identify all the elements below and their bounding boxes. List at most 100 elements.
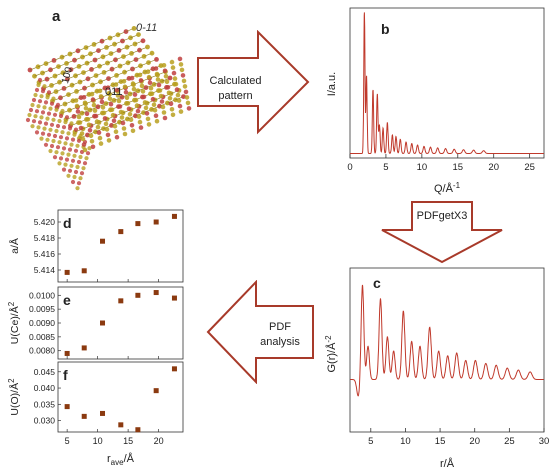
chart-f-point [100, 410, 106, 416]
chart-c-pair-distribution: 5 10 15 20 25 30 r/Å G(r)/Å-2 c [324, 267, 549, 470]
crystal-atom [82, 147, 88, 153]
crystal-atom [146, 122, 152, 127]
crystal-atom [84, 156, 89, 161]
crystal-atom [36, 104, 41, 109]
crystal-atom [177, 56, 183, 62]
crystal-atom [130, 81, 136, 86]
crystal-atom [25, 117, 31, 123]
crystal-atom [170, 65, 176, 70]
crystal-atom [81, 166, 86, 171]
crystal-atom [40, 89, 46, 94]
arrow-calculated-line2: pattern [218, 90, 253, 102]
crystal-atom [45, 137, 50, 142]
crystal-atom [60, 151, 65, 156]
crystal-atom [158, 93, 164, 99]
crystal-atom [98, 141, 104, 146]
crystal-atom [150, 96, 156, 102]
chart-c-ylabel: G(r)/Å-2 [324, 335, 338, 373]
crystal-atom [49, 122, 55, 127]
crystal-atom [55, 123, 61, 129]
chart-b-xtick-label: 10 [417, 162, 428, 173]
crystal-atom [34, 87, 40, 93]
crystal-atom [174, 87, 180, 92]
crystal-atom [33, 114, 38, 119]
crystal-atom [162, 68, 168, 74]
chart-b-xtick-label: 15 [452, 162, 463, 173]
crystal-atom [157, 88, 163, 93]
crystal-atom [138, 78, 144, 83]
crystal-atom [175, 92, 181, 98]
chart-d-ylabel: a/Å [8, 238, 21, 254]
chart-b-xlabel: Q/Å-1 [434, 181, 461, 195]
chart-d-lattice-parameter: 5.414 5.416 5.418 5.420 d a/Å [8, 209, 184, 283]
crystal-atom [77, 120, 83, 125]
crystal-atom [40, 131, 46, 136]
chart-c-xtick-label: 20 [469, 436, 480, 447]
chart-b-frame [349, 7, 545, 159]
crystal-structure-image [25, 26, 192, 191]
crystal-atom [70, 179, 76, 185]
crystal-atom [39, 115, 44, 120]
chart-f-xtick-label: 20 [154, 436, 164, 446]
chart-d-ytick-label: 5.418 [34, 233, 56, 243]
crystal-atom [117, 104, 123, 109]
crystal-atom [52, 133, 58, 139]
arrow-pdfgetx3-label: PDFgetX3 [416, 210, 468, 222]
crystal-atom [73, 148, 79, 153]
crystal-atom [74, 103, 80, 109]
crystal-atom [58, 135, 64, 140]
crystal-lattice [25, 26, 192, 191]
chart-d-point [64, 269, 70, 275]
crystal-atom [70, 158, 76, 163]
crystal-atom [138, 125, 144, 130]
crystal-atom [142, 100, 148, 105]
crystal-atom [161, 110, 167, 115]
chart-b-ylabel: I/a.u. [326, 72, 338, 96]
crystal-atom [92, 108, 98, 113]
chart-c-frame [349, 267, 545, 433]
crystal-atom [51, 138, 56, 144]
crystal-atom [36, 82, 41, 88]
chart-e-point [171, 295, 177, 301]
crystal-atom [140, 38, 146, 44]
crystal-atom [129, 75, 135, 81]
crystal-atom [66, 173, 71, 178]
crystal-atom [180, 73, 186, 78]
chart-f-ylabel: U(O)/Å2 [7, 378, 21, 416]
panel-a-letter: a [52, 8, 61, 25]
crystal-atom [181, 94, 186, 99]
crystal-atom [63, 120, 68, 125]
crystal-atom [181, 78, 187, 84]
crystal-atom [143, 105, 149, 111]
arrow-pdf-analysis-line1: PDF [269, 321, 291, 333]
arrow-pdf-analysis: PDF analysis [206, 279, 316, 385]
crystal-atom [33, 92, 38, 98]
panel-c-letter: c [373, 275, 381, 291]
crystal-atom [111, 118, 117, 123]
panel-d-letter: d [63, 215, 72, 231]
crystal-atom [113, 129, 119, 134]
crystal-atom [39, 136, 44, 141]
chart-d-ytick-label: 5.416 [34, 249, 56, 259]
chart-e-point [135, 292, 141, 298]
chart-f-xtick-label: 5 [65, 436, 70, 446]
crystal-atom [58, 113, 64, 119]
crystal-atom [98, 94, 104, 99]
crystal-atom [67, 147, 73, 152]
crystal-atom [73, 98, 79, 103]
crystal-atom [49, 101, 55, 106]
chart-d-point [100, 238, 106, 244]
crystal-atom [51, 117, 56, 122]
crystal-atom [84, 111, 90, 117]
chart-f-frame [57, 361, 184, 433]
crystal-atom [151, 102, 157, 107]
chart-b-xtick-label: 25 [524, 162, 535, 173]
crystal-atom [131, 86, 137, 92]
crystal-atom [96, 130, 102, 135]
crystal-atom [115, 93, 121, 98]
left-arrow-icon [206, 279, 314, 385]
crystal-atom [34, 109, 40, 114]
arrow-pdfgetx3: PDFgetX3 [378, 200, 506, 264]
crystal-atom [130, 128, 136, 134]
crystal-atom [161, 63, 167, 68]
